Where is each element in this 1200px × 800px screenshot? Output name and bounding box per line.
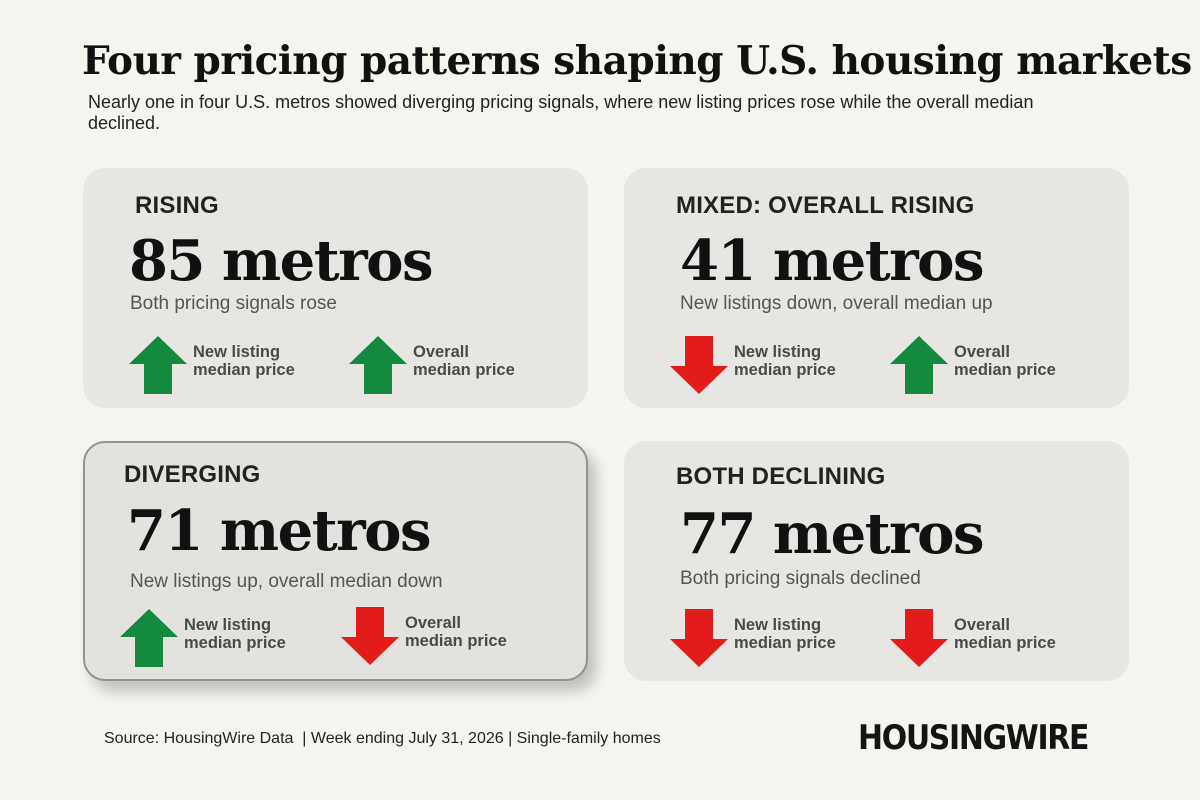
card-description: Both pricing signals declined <box>680 568 921 589</box>
signal-overall: Overall median price <box>349 336 569 396</box>
signal-overall: Overall median price <box>890 336 1110 396</box>
signal-new-listing: New listing median price <box>670 336 890 396</box>
signal-label: Overall median price <box>954 616 1056 652</box>
up-arrow-icon <box>349 336 407 394</box>
card-count: 77 metros <box>680 501 985 567</box>
signal-label: Overall median price <box>405 614 507 650</box>
card-description: New listings down, overall median up <box>680 293 993 314</box>
card-label: RISING <box>135 192 219 219</box>
signal-label: New listing median price <box>193 343 295 379</box>
down-arrow-icon <box>341 607 399 665</box>
card-count: 41 metros <box>680 228 985 294</box>
up-arrow-icon <box>890 336 948 394</box>
pattern-card-diverging: DIVERGING 71 metros New listings up, ove… <box>83 441 588 681</box>
card-count: 71 metros <box>127 498 432 564</box>
signal-label: Overall median price <box>413 343 515 379</box>
pattern-card-both-declining: BOTH DECLINING 77 metros Both pricing si… <box>624 441 1129 681</box>
pattern-card-mixed: MIXED: OVERALL RISING 41 metros New list… <box>624 168 1129 408</box>
card-description: New listings up, overall median down <box>130 571 443 592</box>
card-description: Both pricing signals rose <box>130 293 337 314</box>
signal-label: Overall median price <box>954 343 1056 379</box>
housingwire-logo: HOUSINGWIRE <box>858 718 1089 758</box>
signal-new-listing: New listing median price <box>120 609 340 669</box>
signal-overall: Overall median price <box>890 609 1110 669</box>
pattern-card-rising: RISING 85 metros Both pricing signals ro… <box>83 168 588 408</box>
signal-new-listing: New listing median price <box>670 609 890 669</box>
down-arrow-icon <box>670 609 728 667</box>
down-arrow-icon <box>670 336 728 394</box>
card-count: 85 metros <box>129 228 434 294</box>
source-note: Source: HousingWire Data | Week ending J… <box>104 730 661 747</box>
card-label: MIXED: OVERALL RISING <box>676 192 975 219</box>
signal-label: New listing median price <box>734 616 836 652</box>
signal-new-listing: New listing median price <box>129 336 349 396</box>
signal-overall: Overall median price <box>341 607 561 667</box>
page-subtitle: Nearly one in four U.S. metros showed di… <box>88 92 1034 133</box>
up-arrow-icon <box>129 336 187 394</box>
signal-label: New listing median price <box>184 616 286 652</box>
card-label: BOTH DECLINING <box>676 463 886 490</box>
signal-label: New listing median price <box>734 343 836 379</box>
page-title: Four pricing patterns shaping U.S. housi… <box>82 38 1192 84</box>
down-arrow-icon <box>890 609 948 667</box>
up-arrow-icon <box>120 609 178 667</box>
card-label: DIVERGING <box>124 461 261 488</box>
